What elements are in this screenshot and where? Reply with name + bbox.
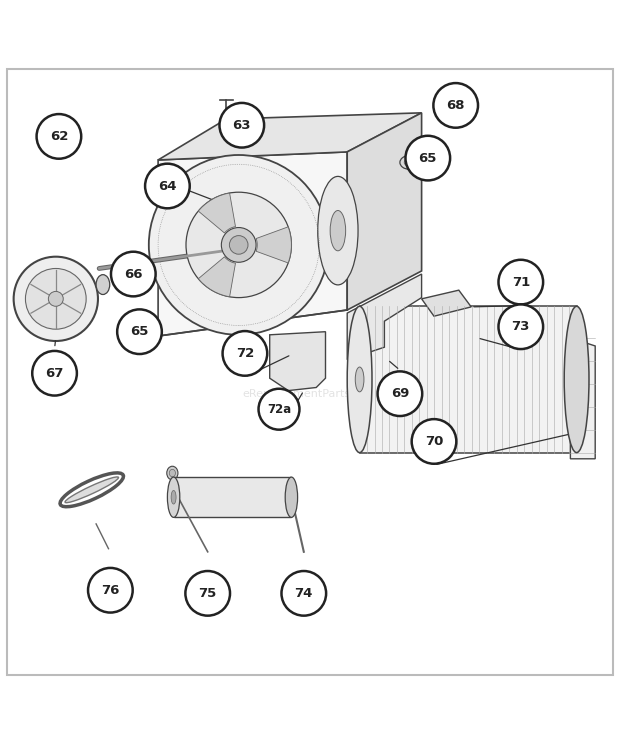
Ellipse shape [564, 307, 589, 452]
Circle shape [223, 331, 267, 376]
Ellipse shape [169, 469, 175, 477]
Text: 69: 69 [391, 387, 409, 400]
Ellipse shape [65, 477, 118, 503]
Circle shape [259, 388, 299, 429]
Circle shape [229, 236, 248, 254]
Polygon shape [174, 477, 291, 517]
Circle shape [25, 269, 86, 329]
Text: 65: 65 [130, 325, 149, 339]
Polygon shape [422, 290, 471, 316]
Text: 74: 74 [294, 587, 313, 600]
Text: 65: 65 [418, 152, 437, 164]
Circle shape [219, 103, 264, 147]
Circle shape [498, 260, 543, 304]
Ellipse shape [318, 176, 358, 285]
Text: 68: 68 [446, 99, 465, 112]
Circle shape [145, 164, 190, 208]
Text: 71: 71 [512, 275, 530, 289]
Ellipse shape [285, 477, 298, 517]
Text: 76: 76 [101, 584, 120, 597]
Text: 72a: 72a [267, 403, 291, 416]
Circle shape [88, 568, 133, 612]
Ellipse shape [126, 252, 141, 276]
Circle shape [433, 83, 478, 128]
Text: 64: 64 [158, 179, 177, 193]
Text: 70: 70 [425, 435, 443, 448]
Ellipse shape [130, 257, 138, 271]
Polygon shape [347, 274, 422, 359]
Circle shape [498, 304, 543, 349]
Ellipse shape [400, 155, 419, 170]
Circle shape [48, 292, 63, 307]
Ellipse shape [347, 307, 372, 452]
Ellipse shape [171, 490, 176, 504]
Polygon shape [198, 193, 236, 233]
Text: 66: 66 [124, 268, 143, 280]
Text: 75: 75 [198, 587, 217, 600]
Text: eReplacementParts.com: eReplacementParts.com [242, 388, 378, 399]
Polygon shape [570, 338, 595, 459]
Circle shape [32, 351, 77, 396]
Polygon shape [158, 113, 422, 160]
Polygon shape [198, 257, 236, 297]
Ellipse shape [355, 367, 364, 392]
Circle shape [185, 571, 230, 616]
Circle shape [14, 257, 98, 341]
Circle shape [37, 114, 81, 158]
Circle shape [221, 228, 256, 263]
Text: 62: 62 [50, 130, 68, 143]
Ellipse shape [167, 466, 178, 480]
Polygon shape [158, 152, 347, 336]
Polygon shape [270, 332, 326, 391]
Text: 63: 63 [232, 119, 251, 132]
Text: 72: 72 [236, 347, 254, 360]
Ellipse shape [404, 158, 414, 166]
Polygon shape [360, 307, 577, 452]
Ellipse shape [96, 275, 110, 295]
Circle shape [412, 419, 456, 464]
FancyBboxPatch shape [7, 69, 613, 675]
Circle shape [111, 251, 156, 296]
Circle shape [186, 192, 291, 298]
Ellipse shape [167, 477, 180, 517]
Text: 73: 73 [512, 320, 530, 333]
Circle shape [149, 155, 329, 335]
Circle shape [117, 310, 162, 354]
Circle shape [378, 371, 422, 416]
Circle shape [281, 571, 326, 616]
Polygon shape [347, 113, 422, 310]
Circle shape [405, 135, 450, 181]
Polygon shape [256, 227, 291, 263]
Text: 67: 67 [45, 367, 64, 379]
Ellipse shape [330, 211, 346, 251]
